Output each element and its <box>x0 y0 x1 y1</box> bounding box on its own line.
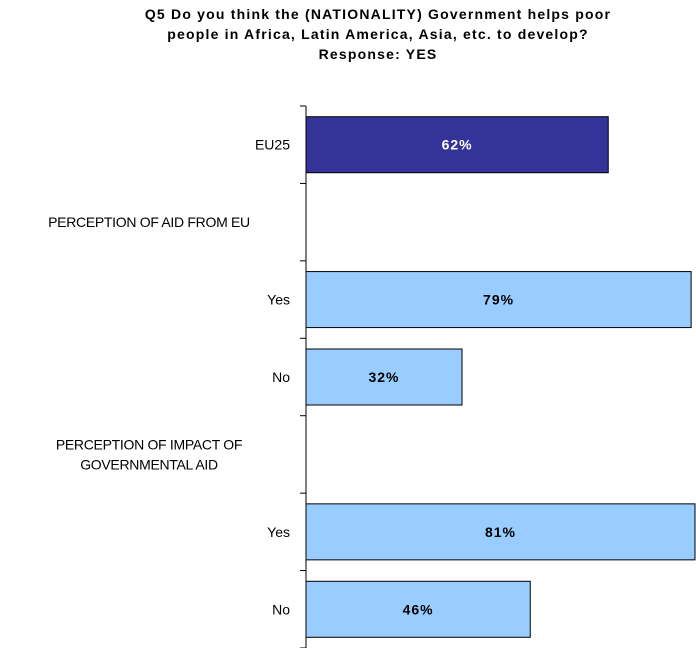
chart-title-line-2: people in Africa, Latin America, Asia, e… <box>167 26 589 42</box>
category-label-line: PERCEPTION OF AID FROM EU <box>48 214 250 230</box>
category-label: EU25 <box>255 137 290 153</box>
data-label: 32% <box>368 369 399 385</box>
bar <box>305 116 609 174</box>
category-label: Yes <box>267 524 290 540</box>
chart-title: Q5 Do you think the (NATIONALITY) Govern… <box>60 4 696 64</box>
data-label: 79% <box>483 292 514 308</box>
section-heading-label: PERCEPTION OF AID FROM EU <box>48 214 250 230</box>
data-label: 62% <box>442 137 473 153</box>
category-label-line: GOVERNMENTAL AID <box>80 456 218 472</box>
bar <box>305 503 696 561</box>
category-label: Yes <box>267 292 290 308</box>
category-label-line: PERCEPTION OF IMPACT OF <box>56 436 242 452</box>
category-label-line: Yes <box>267 292 290 308</box>
data-label: 81% <box>485 524 516 540</box>
category-label-line: Yes <box>267 524 290 540</box>
category-label-line: No <box>272 369 290 385</box>
category-label-line: EU25 <box>255 137 290 153</box>
category-label: No <box>272 601 290 617</box>
bar <box>305 271 692 329</box>
bar <box>305 348 463 406</box>
category-label-line: No <box>272 601 290 617</box>
category-label: No <box>272 369 290 385</box>
chart-title-line-3: Response: YES <box>318 46 438 62</box>
data-label: 46% <box>403 601 434 617</box>
chart-title-line-1: Q5 Do you think the (NATIONALITY) Govern… <box>144 6 612 22</box>
bar <box>305 580 531 638</box>
section-heading-label: PERCEPTION OF IMPACT OF GOVERNMENTAL AID <box>56 436 242 472</box>
